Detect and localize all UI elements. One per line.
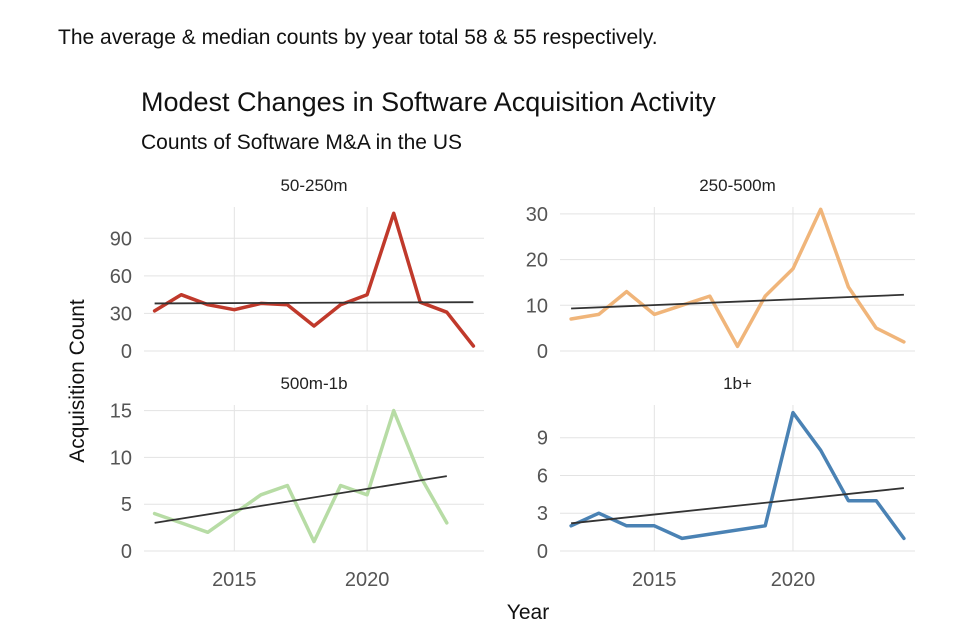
series-line-50-250m — [152, 211, 476, 348]
x-tick-label: 2015 — [212, 569, 257, 591]
y-tick-label: 9 — [537, 428, 548, 450]
panel-label: 1b+ — [723, 374, 752, 393]
y-tick-label: 15 — [110, 401, 132, 423]
y-tick-label: 10 — [110, 447, 132, 469]
y-tick-label: 0 — [121, 541, 132, 563]
y-tick-label: 30 — [526, 204, 548, 226]
y-tick-label: 90 — [110, 228, 132, 250]
series-line-250-500m — [569, 207, 906, 349]
panel-label: 50-250m — [280, 176, 347, 195]
y-tick-label: 3 — [537, 503, 548, 525]
trend-line-1b+ — [570, 487, 905, 525]
x-tick-label: 2015 — [632, 569, 677, 591]
x-tick-label: 2020 — [345, 569, 390, 591]
x-tick-label: 2020 — [771, 569, 816, 591]
y-tick-label: 60 — [110, 266, 132, 288]
x-axis-title: Year — [507, 601, 549, 624]
caption-text: The average & median counts by year tota… — [58, 26, 658, 49]
trend-line-500m-1b — [154, 475, 447, 524]
y-axis-title: Acquisition Count — [66, 299, 89, 463]
y-tick-label: 30 — [110, 303, 132, 325]
y-tick-label: 0 — [537, 541, 548, 563]
y-tick-label: 5 — [121, 494, 132, 516]
chart-title: Modest Changes in Software Acquisition A… — [141, 87, 716, 117]
y-tick-label: 20 — [526, 250, 548, 272]
trend-line-50-250m — [154, 301, 474, 305]
panel-1b+: 0 3 6 9 2015 2020 1b+ — [537, 374, 915, 591]
panel-50-250m: 0 30 60 90 50-250m — [110, 176, 484, 363]
series-line-1b+ — [569, 410, 906, 541]
panel-500m-1b: 0 5 10 15 2015 2020 500m-1b — [110, 374, 484, 591]
y-tick-label: 0 — [537, 341, 548, 363]
chart-subtitle: Counts of Software M&A in the US — [141, 131, 462, 154]
panel-label: 250-500m — [699, 176, 776, 195]
trend-line-250-500m — [571, 293, 904, 310]
series-line-500m-1b — [152, 408, 449, 544]
panel-250-500m: 0 10 20 30 250-500m — [526, 176, 915, 363]
panel-label: 500m-1b — [280, 374, 347, 393]
y-tick-label: 0 — [121, 341, 132, 363]
y-tick-label: 10 — [526, 295, 548, 317]
y-tick-label: 6 — [537, 465, 548, 487]
